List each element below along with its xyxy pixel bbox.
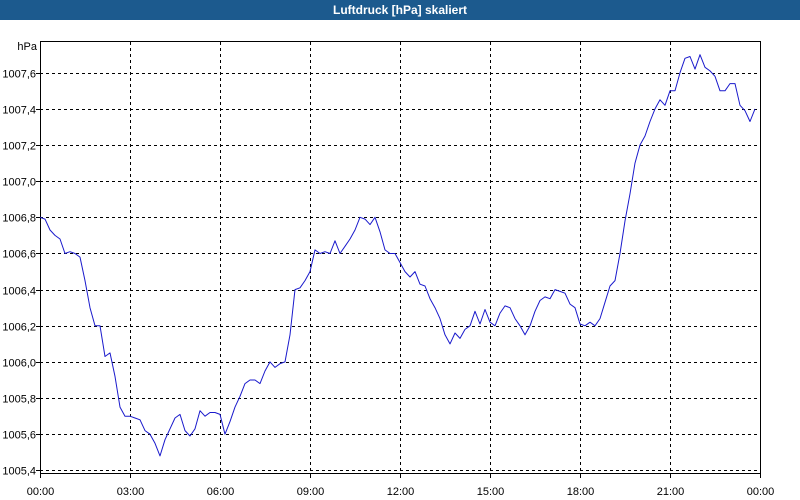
- y-tick-label: 1006,6: [2, 249, 36, 261]
- grid-lines: [40, 42, 760, 474]
- x-tick-time-label: 00:00: [747, 486, 775, 498]
- y-tick-label: 1006,0: [2, 358, 36, 370]
- chart-title: Luftdruck [hPa] skaliert: [0, 0, 800, 21]
- line-chart: 1005,4 1005,6 1005,8 1006,0 1006,2 1006,4 1006…: [2, 41, 775, 498]
- y-tick-label: 1006,2: [2, 322, 36, 334]
- x-tick-time-label: 03:00: [117, 486, 145, 498]
- y-tick-label: 1007,2: [2, 141, 36, 153]
- x-axis: 00:0011.04.1403:0011.04.1406:0011.04.140…: [27, 474, 775, 498]
- x-tick-time-label: 18:00: [567, 486, 595, 498]
- y-tick-label: 1007,6: [2, 69, 36, 81]
- x-tick-time-label: 00:00: [27, 486, 55, 498]
- plot-frame: [40, 41, 761, 474]
- y-tick-label: 1005,4: [2, 466, 36, 478]
- y-tick-label: 1005,6: [2, 430, 36, 442]
- y-axis: 1005,4 1005,6 1005,8 1006,0 1006,2 1006,4 1006…: [2, 69, 40, 478]
- x-tick-time-label: 12:00: [387, 486, 415, 498]
- y-tick-label: 1006,8: [2, 213, 36, 225]
- y-tick-label: 1007,0: [2, 177, 36, 189]
- x-tick-time-label: 15:00: [477, 486, 505, 498]
- x-tick-time-label: 21:00: [657, 486, 685, 498]
- x-tick-time-label: 09:00: [297, 486, 325, 498]
- x-tick-time-label: 06:00: [207, 486, 235, 498]
- series-line: [39, 54, 756, 457]
- chart-area: 1005,4 1005,6 1005,8 1006,0 1006,2 1006,4 1006…: [0, 20, 800, 500]
- y-tick-label: 1007,4: [2, 105, 36, 117]
- y-tick-label: 1006,4: [2, 286, 36, 298]
- y-tick-label: 1005,8: [2, 394, 36, 406]
- y-axis-unit-label: hPa: [17, 41, 37, 53]
